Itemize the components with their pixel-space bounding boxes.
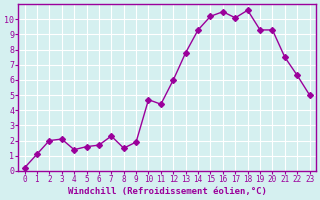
X-axis label: Windchill (Refroidissement éolien,°C): Windchill (Refroidissement éolien,°C) <box>68 187 267 196</box>
